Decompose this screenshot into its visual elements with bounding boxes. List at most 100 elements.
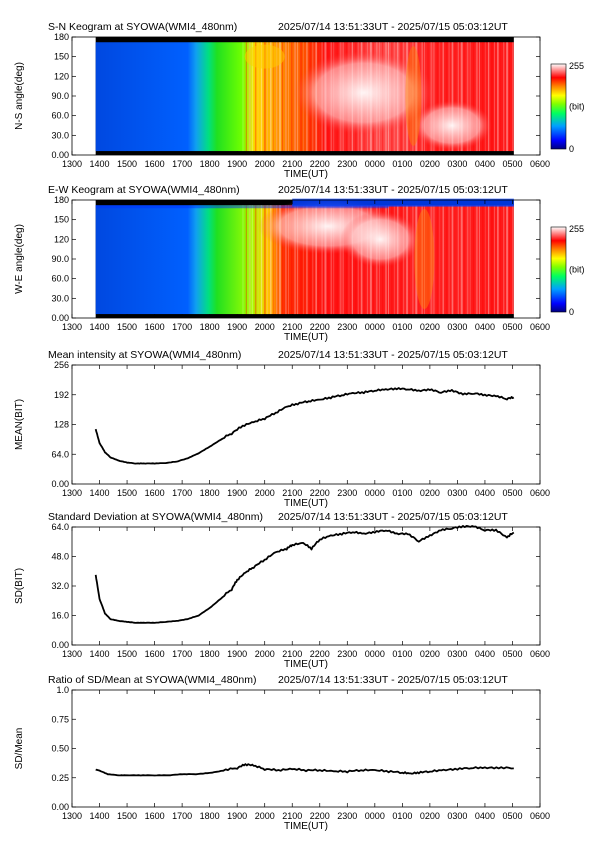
x-tick-label: 1400 — [90, 488, 110, 498]
x-tick-label: 2300 — [337, 159, 357, 169]
keogram-streak — [339, 205, 342, 315]
x-tick-label: 2100 — [282, 488, 302, 498]
keogram-streak — [509, 205, 511, 315]
keogram-streak — [497, 205, 499, 315]
keogram-streak — [466, 42, 469, 152]
keogram-streak — [275, 205, 278, 315]
keogram-streak — [472, 42, 475, 152]
y-tick-label: 180 — [54, 32, 69, 42]
keogram-top-blue-band — [292, 198, 514, 207]
panel-title: Ratio of SD/Mean at SYOWA(WMI4_480nm) — [48, 674, 257, 686]
keogram-streak — [327, 205, 329, 315]
x-tick-label: 0100 — [392, 488, 412, 498]
keogram-streak — [242, 205, 244, 315]
x-tick-label: 1600 — [145, 322, 165, 332]
keogram-streak — [254, 205, 257, 315]
keogram-streak — [345, 205, 348, 315]
x-tick-label: 0300 — [447, 488, 467, 498]
keogram-streak — [315, 205, 318, 315]
x-tick-label: 2000 — [255, 811, 275, 821]
keogram-streak — [272, 205, 274, 315]
keogram-streak — [306, 205, 308, 315]
x-tick-label: 0000 — [365, 488, 385, 498]
x-tick-label: 1800 — [200, 159, 220, 169]
x-tick-label: 0100 — [392, 811, 412, 821]
x-tick-label: 2200 — [310, 649, 330, 659]
x-tick-label: 1600 — [145, 488, 165, 498]
keogram-orange-streak — [414, 209, 435, 309]
x-tick-label: 0000 — [365, 811, 385, 821]
keogram-streak — [266, 205, 268, 315]
colorbar-max-label: 255 — [569, 224, 584, 234]
keogram-streak — [506, 205, 509, 315]
x-tick-label: 0200 — [420, 811, 440, 821]
x-tick-label: 1700 — [172, 649, 192, 659]
y-tick-label: 128 — [54, 420, 69, 430]
keogram-streak — [330, 205, 333, 315]
x-tick-label: 0600 — [530, 322, 550, 332]
x-tick-label: 1700 — [172, 811, 192, 821]
panel-title: E-W Keogram at SYOWA(WMI4_480nm) — [48, 184, 240, 196]
x-tick-label: 1500 — [117, 159, 137, 169]
panel-time-range: 2025/07/14 13:51:33UT - 2025/07/15 05:03… — [278, 511, 508, 523]
x-tick-label: 1500 — [117, 811, 137, 821]
x-tick-label: 2200 — [310, 159, 330, 169]
keogram-streak — [457, 42, 459, 152]
x-tick-label: 1400 — [90, 322, 110, 332]
keogram-streak — [478, 205, 480, 315]
x-tick-label: 0600 — [530, 649, 550, 659]
keogram-streak — [251, 205, 253, 315]
panel-5: Ratio of SD/Mean at SYOWA(WMI4_480nm) 202… — [14, 674, 550, 832]
keogram-streak — [445, 42, 448, 152]
keogram-streak — [472, 205, 475, 315]
keogram-streak — [436, 42, 439, 152]
x-tick-label: 0100 — [392, 159, 412, 169]
keogram-streak — [512, 42, 514, 152]
keogram-yellow-region — [244, 44, 285, 69]
panel-3: Mean intensity at SYOWA(WMI4_480nm) 2025/… — [14, 349, 550, 509]
keogram-streak — [448, 42, 450, 152]
keogram-streak — [457, 205, 459, 315]
x-tick-label: 2300 — [337, 488, 357, 498]
x-tick-label: 2100 — [282, 159, 302, 169]
panel-title: Mean intensity at SYOWA(WMI4_480nm) — [48, 349, 241, 361]
y-tick-label: 0.00 — [51, 313, 69, 323]
keogram-streak — [248, 205, 251, 315]
y-tick-label: 150 — [54, 215, 69, 225]
keogram-bright-region — [293, 50, 434, 135]
y-tick-label: 256 — [54, 360, 69, 370]
x-tick-label: 0400 — [475, 159, 495, 169]
panel-title: S-N Keogram at SYOWA(WMI4_480nm) — [48, 21, 237, 33]
keogram-streak — [294, 205, 297, 315]
x-tick-label: 0000 — [365, 322, 385, 332]
keogram-streak — [245, 205, 248, 315]
x-tick-label: 0000 — [365, 159, 385, 169]
y-tick-label: 192 — [54, 390, 69, 400]
keogram-streak — [500, 42, 501, 152]
x-tick-label: 1900 — [227, 322, 247, 332]
y-axis-label: W-E angle(deg) — [14, 224, 25, 294]
x-tick-label: 1400 — [90, 159, 110, 169]
keogram-streak — [490, 205, 493, 315]
x-axis-label: TIME(UT) — [284, 821, 328, 832]
colorbar-min-label: 0 — [569, 307, 574, 317]
x-tick-label: 1300 — [62, 322, 82, 332]
keogram-streak — [484, 205, 486, 315]
keogram-streak — [503, 42, 505, 152]
keogram-streak — [312, 205, 314, 315]
keogram-streak — [442, 205, 444, 315]
y-tick-label: 90.0 — [51, 254, 69, 264]
y-tick-label: 90.0 — [51, 91, 69, 101]
x-tick-label: 1900 — [227, 159, 247, 169]
panel-time-range: 2025/07/14 13:51:33UT - 2025/07/15 05:03… — [278, 184, 508, 196]
keogram-streak — [324, 205, 327, 315]
x-tick-label: 2100 — [282, 649, 302, 659]
keogram-bright-region — [411, 100, 492, 151]
keogram-streak — [463, 205, 465, 315]
data-series-line — [95, 763, 514, 777]
keogram-streak — [275, 42, 278, 152]
data-series-line — [94, 387, 515, 465]
x-tick-label: 0400 — [475, 649, 495, 659]
colorbar-unit-label: (bit) — [569, 102, 585, 112]
